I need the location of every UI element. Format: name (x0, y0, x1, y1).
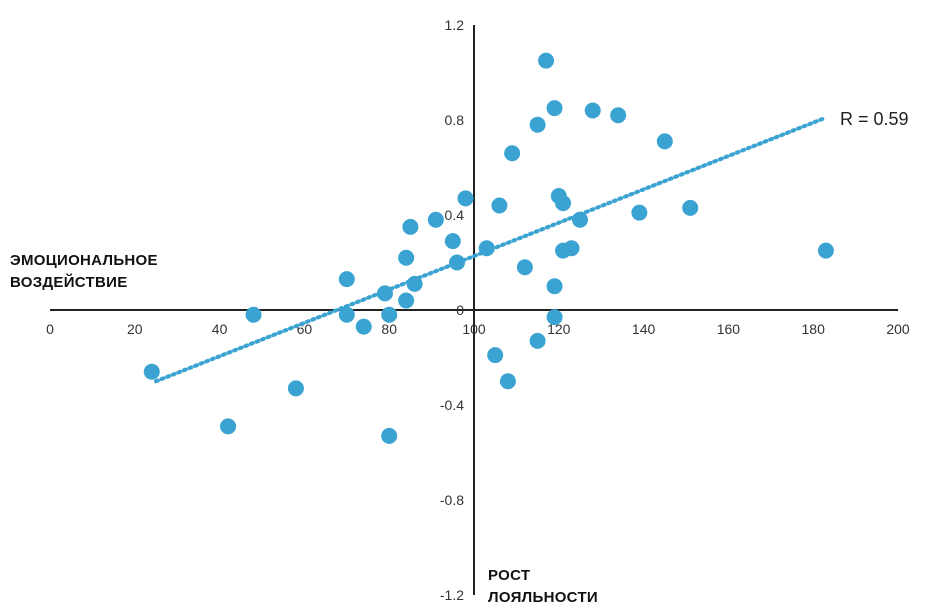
x-tick-label: 180 (802, 321, 826, 337)
y-tick-label: 1.2 (445, 17, 465, 33)
x-tick-label: 140 (632, 321, 656, 337)
data-point (546, 309, 563, 326)
data-point (584, 102, 601, 119)
axes (50, 25, 898, 595)
x-tick-label: 20 (127, 321, 143, 337)
data-point (444, 233, 461, 250)
data-point (398, 292, 415, 309)
data-point (555, 195, 572, 212)
data-point (817, 242, 834, 259)
data-point (449, 254, 466, 271)
y-tick-labels: 1.2 0.8 0.4 0 -0.4 -0.8 -1.2 (440, 17, 464, 603)
x-tick-label: 160 (717, 321, 741, 337)
data-point (457, 190, 474, 207)
data-point (143, 363, 160, 380)
data-point (504, 145, 521, 162)
data-point (478, 240, 495, 257)
data-point (398, 249, 415, 266)
data-point (572, 211, 588, 228)
x-tick-label: 0 (46, 321, 54, 337)
x-tick-label: 40 (212, 321, 228, 337)
data-point (338, 306, 355, 323)
y-axis-title-line-1: ЭМОЦИОНАЛЬНОЕ (10, 252, 158, 269)
y-tick-label: 0.8 (445, 112, 465, 128)
data-point (563, 240, 580, 257)
x-axis-title-line-1: РОСТ (488, 567, 530, 584)
data-point (381, 427, 398, 444)
data-point (245, 306, 262, 323)
data-point (529, 332, 546, 349)
data-point (610, 107, 627, 124)
data-point (338, 271, 355, 288)
data-point (529, 116, 546, 133)
y-tick-label: 0.4 (445, 207, 465, 223)
data-point (487, 347, 504, 364)
data-points (143, 52, 834, 444)
data-point (355, 318, 372, 335)
data-point (376, 285, 393, 302)
x-tick-labels: 0 20 40 60 80 100 120 140 160 180 200 (46, 321, 910, 337)
correlation-annotation: R = 0.59 (840, 109, 909, 129)
y-tick-label: 0 (456, 302, 464, 318)
data-point (546, 278, 563, 295)
data-point (406, 275, 423, 292)
data-point (491, 197, 508, 214)
x-tick-label: 120 (547, 321, 571, 337)
x-tick-label: 200 (886, 321, 910, 337)
y-tick-label: -1.2 (440, 587, 464, 603)
data-point (682, 199, 699, 216)
x-tick-label: 100 (462, 321, 486, 337)
x-axis-title-line-2: ЛОЯЛЬНОСТИ (488, 589, 598, 606)
x-tick-label: 80 (381, 321, 397, 337)
data-point (516, 259, 533, 276)
data-point (631, 204, 648, 221)
data-point (220, 418, 237, 435)
y-tick-label: -0.4 (440, 397, 464, 413)
data-point (381, 306, 398, 323)
data-point (427, 211, 444, 228)
data-point (546, 100, 563, 117)
data-point (499, 373, 516, 390)
data-point (287, 380, 304, 397)
data-point (656, 133, 673, 150)
data-point (402, 218, 419, 235)
x-axis-title: РОСТ ЛОЯЛЬНОСТИ (488, 567, 598, 606)
y-tick-label: -0.8 (440, 492, 464, 508)
data-point (538, 52, 555, 69)
y-axis-title: ЭМОЦИОНАЛЬНОЕ ВОЗДЕЙСТВИЕ (10, 252, 158, 291)
y-axis-title-line-2: ВОЗДЕЙСТВИЕ (10, 273, 128, 291)
